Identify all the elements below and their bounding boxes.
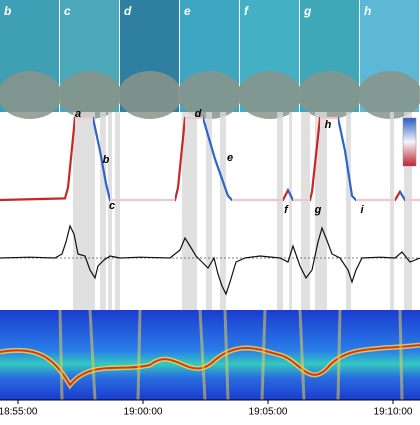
shaded-interval (289, 112, 292, 310)
annotation: c (109, 200, 115, 212)
shaded-interval (182, 112, 197, 310)
color-bar (402, 117, 417, 167)
photo-label: h (364, 4, 371, 18)
photo-object (118, 71, 182, 119)
photo-label: c (64, 4, 71, 18)
shaded-interval (277, 112, 283, 310)
x-tick-label: 18:55:00 (0, 407, 38, 418)
shaded-interval (346, 112, 351, 310)
photo-label: b (4, 4, 11, 18)
photo-object (178, 71, 242, 119)
spectrogram-streaks (58, 309, 404, 401)
photo-object (298, 71, 362, 119)
x-tick-label: 19:00:00 (124, 407, 163, 418)
shaded-interval (390, 112, 394, 310)
signal-line (0, 224, 420, 296)
annotation: f (284, 204, 289, 216)
x-tick-label: 19:05:00 (249, 407, 288, 418)
annotation: g (314, 204, 322, 216)
annotation: a (75, 108, 81, 120)
shaded-interval (315, 112, 327, 310)
shaded-interval (115, 112, 120, 310)
x-tick-label: 19:10:00 (374, 407, 413, 418)
spectrogram-ridge (0, 344, 420, 387)
plot: a b c d e f g h i 18:55:00 19:00:00 19:05:00 19:10:0… (0, 108, 420, 418)
shaded-interval (73, 112, 95, 310)
annotation: d (195, 108, 202, 120)
shaded-interval (206, 112, 212, 310)
photo-object (58, 71, 122, 119)
shaded-interval (220, 112, 226, 310)
shaded-interval (100, 112, 106, 310)
depth-trace (0, 116, 420, 202)
annotation: i (360, 204, 364, 216)
shaded-interval (301, 112, 310, 310)
annotation: b (103, 154, 110, 166)
photo-label: e (184, 4, 191, 18)
annotation: e (227, 152, 233, 164)
shaded-interval (108, 112, 112, 310)
photo-label: d (124, 4, 132, 18)
photo-object (0, 71, 62, 119)
shaded-intervals (73, 112, 412, 310)
shaded-interval (404, 112, 412, 310)
photo-label: g (303, 4, 312, 18)
photo-object (238, 71, 302, 119)
photo-strip: b c d e f g h (0, 0, 420, 119)
photo-label: f (244, 4, 249, 18)
photo-object (358, 71, 420, 119)
annotation: h (325, 119, 332, 131)
